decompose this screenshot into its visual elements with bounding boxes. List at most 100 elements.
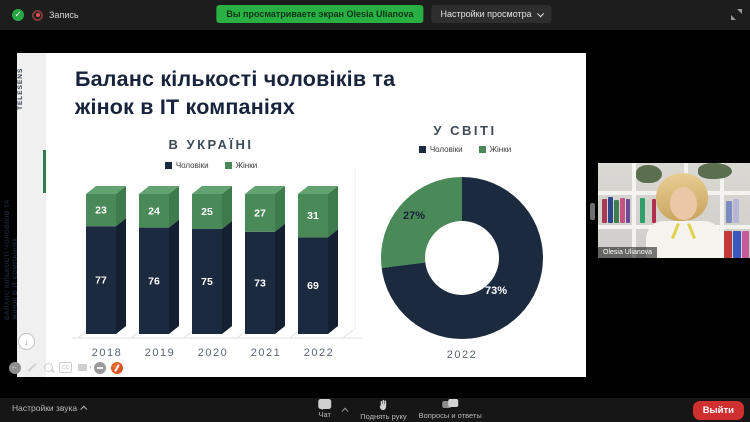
binder bbox=[742, 231, 749, 258]
legend-item: Жінки bbox=[478, 145, 511, 154]
participant-video[interactable]: Olesia Ulianova bbox=[598, 163, 750, 258]
app-logo-icon bbox=[110, 361, 123, 374]
legend-swatch bbox=[164, 162, 172, 169]
slide-vertical-title-line2: ЖІНОК В ІТ КОМПАНІЯХ bbox=[12, 237, 20, 320]
chat-button[interactable]: Чат bbox=[318, 398, 332, 419]
plant bbox=[636, 165, 662, 183]
bar-value-label: 25 bbox=[201, 206, 213, 218]
recording-indicator[interactable]: Запись bbox=[32, 9, 79, 21]
qa-button[interactable]: Вопросы и ответы bbox=[419, 398, 482, 420]
donut-chart-world: У СВІТІ Чоловіки Жінки 73% 27% 2022 bbox=[365, 53, 565, 377]
green-accent-line bbox=[43, 150, 46, 193]
magnifier-icon bbox=[44, 363, 53, 372]
year-label: 2019 bbox=[145, 347, 175, 359]
donut-graphic: 73% 27% bbox=[381, 177, 543, 339]
chat-options-caret[interactable] bbox=[341, 398, 349, 416]
camera-tool-button[interactable] bbox=[76, 361, 91, 374]
record-icon bbox=[32, 9, 43, 21]
donut-hole bbox=[425, 221, 499, 295]
raise-hand-icon bbox=[380, 399, 387, 411]
bar-chart-legend: Чоловіки Жінки bbox=[55, 161, 367, 170]
top-bar: ✓ Запись Вы просматриваете экран Olesia … bbox=[0, 0, 750, 30]
bar-value-label: 75 bbox=[201, 276, 213, 288]
book bbox=[614, 200, 619, 223]
book bbox=[726, 201, 732, 223]
bar-value-label: 76 bbox=[148, 275, 160, 287]
bar-value-label: 24 bbox=[148, 205, 160, 217]
meeting-status-group: ✓ Запись bbox=[12, 0, 79, 30]
raise-hand-button[interactable]: Поднять руку bbox=[360, 398, 407, 421]
raise-hand-label: Поднять руку bbox=[360, 412, 407, 421]
subtitles-button[interactable]: CC bbox=[59, 361, 72, 374]
participant-name-label: Olesia Ulianova bbox=[598, 247, 658, 258]
binder bbox=[724, 231, 732, 258]
bar-men-segment bbox=[298, 237, 328, 334]
audio-settings-label: Настройки звука bbox=[12, 403, 78, 413]
back-arrow-icon: ← bbox=[8, 361, 21, 374]
participant-body bbox=[646, 221, 722, 258]
slide-vertical-title: БАЛАНС КІЛЬКОСТІ ЧОЛОВІКІВ ТА ЖІНОК В ІТ… bbox=[4, 199, 21, 320]
year-label: 2022 bbox=[304, 347, 334, 359]
year-label: 2021 bbox=[251, 347, 281, 359]
zoom-tool-button[interactable] bbox=[42, 361, 55, 374]
plant bbox=[698, 163, 732, 179]
screen-view-banner-group: Вы просматриваете экран Olesia Ulianova … bbox=[216, 5, 552, 23]
legend-swatch bbox=[478, 146, 486, 153]
camera-icon bbox=[78, 364, 91, 371]
chevron-down-icon bbox=[537, 9, 545, 17]
bar-value-label: 27 bbox=[254, 207, 266, 219]
year-label: 2018 bbox=[92, 347, 122, 359]
qa-label: Вопросы и ответы bbox=[418, 411, 482, 420]
book bbox=[640, 198, 645, 223]
shelf-divider bbox=[720, 163, 724, 258]
chat-label: Чат bbox=[318, 410, 331, 419]
previous-slide-button[interactable]: ← bbox=[8, 361, 21, 374]
screen-share-stage: TELESENS БАЛАНС КІЛЬКОСТІ ЧОЛОВІКІВ ТА Ж… bbox=[0, 30, 750, 398]
pen-tool-button[interactable] bbox=[25, 361, 38, 374]
book bbox=[733, 199, 739, 223]
view-settings-button[interactable]: Настройки просмотра bbox=[431, 5, 552, 23]
legend-swatch bbox=[224, 162, 232, 169]
slide-title-line2: жінок в ІТ компаніях bbox=[75, 95, 295, 119]
leave-button[interactable]: Выйти bbox=[692, 401, 744, 420]
brand-vertical-text: TELESENS bbox=[17, 67, 24, 110]
bar-women-segment bbox=[139, 194, 169, 228]
donut-value-label: 27% bbox=[403, 210, 426, 222]
slide-title-line1: Баланс кількості чоловіків та bbox=[75, 67, 396, 91]
bar-chart-canvas: 23 77 2018 24 76 2019 25 75 2020 27 73 2021 31 69 2022 bbox=[72, 168, 362, 359]
donut-chart-title: У СВІТІ bbox=[433, 123, 497, 138]
slide-title: Баланс кількості чоловіків та жінок в ІТ… bbox=[75, 65, 395, 121]
scroll-down-button[interactable]: ↓ bbox=[18, 333, 35, 350]
more-tools-button[interactable] bbox=[93, 361, 106, 374]
legend-item: Чоловіки bbox=[164, 161, 209, 170]
year-label: 2020 bbox=[198, 347, 228, 359]
bar-value-label: 73 bbox=[254, 277, 266, 289]
pen-icon bbox=[26, 362, 37, 373]
annotation-toolbar: ← CC bbox=[8, 361, 123, 374]
audio-settings-button[interactable]: Настройки звука bbox=[12, 403, 88, 413]
book bbox=[602, 199, 607, 223]
donut-year-label: 2022 bbox=[446, 349, 478, 361]
video-panel-handle[interactable] bbox=[590, 203, 595, 220]
book bbox=[626, 199, 630, 223]
shelf-divider bbox=[632, 163, 636, 258]
presentation-slide: TELESENS БАЛАНС КІЛЬКОСТІ ЧОЛОВІКІВ ТА Ж… bbox=[4, 53, 586, 377]
chevron-up-icon bbox=[80, 405, 88, 413]
book bbox=[620, 198, 625, 223]
donut-chart-legend: Чоловіки Жінки bbox=[365, 145, 565, 154]
legend-item: Жінки bbox=[224, 161, 257, 170]
legend-swatch bbox=[418, 146, 426, 153]
bar-men-segment bbox=[86, 226, 116, 334]
bar-value-label: 31 bbox=[307, 210, 319, 222]
encryption-shield-icon[interactable]: ✓ bbox=[12, 9, 24, 21]
slide-sidebar: TELESENS БАЛАНС КІЛЬКОСТІ ЧОЛОВІКІВ ТА Ж… bbox=[4, 53, 46, 377]
fullscreen-icon[interactable] bbox=[731, 9, 742, 20]
chat-icon bbox=[318, 399, 332, 410]
app-logo-button[interactable] bbox=[110, 361, 123, 374]
chevron-up-icon bbox=[341, 407, 349, 415]
book bbox=[652, 199, 656, 223]
qa-icon bbox=[442, 399, 459, 410]
bar-women-segment bbox=[298, 194, 328, 238]
bar-chart-ukraine: В УКРАЇНІ Чоловіки Жінки 23 77 2018 24 76 2019… bbox=[55, 53, 367, 377]
